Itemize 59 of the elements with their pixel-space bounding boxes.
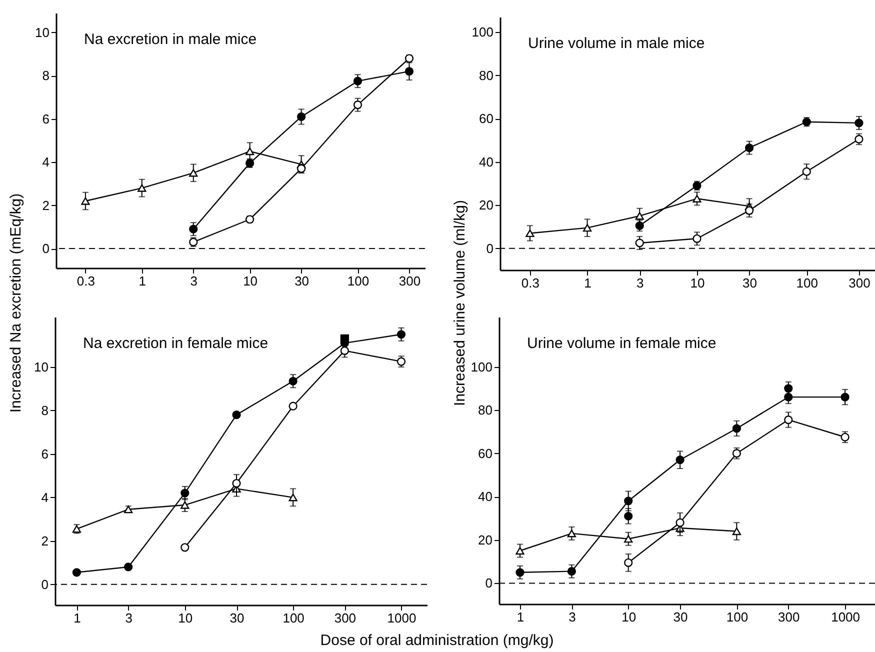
y-tick-label: 10 <box>34 359 48 374</box>
x-tick-label: 10 <box>243 274 258 288</box>
x-tick-label: 100 <box>282 610 304 626</box>
y-tick-label: 0 <box>41 576 48 592</box>
x-tick-label: 1000 <box>387 610 416 626</box>
y-tick-label: 2 <box>41 533 48 548</box>
x-tick-label: 30 <box>673 610 688 624</box>
x-tick-label: 300 <box>848 276 870 290</box>
x-tick-label: 1 <box>138 274 146 288</box>
y-tick-label: 0 <box>42 241 50 256</box>
x-tick-label: 30 <box>742 276 758 290</box>
y-tick-label: 60 <box>479 111 494 126</box>
y-axis-title: Increased Na excretion (mEq/kg) <box>8 193 24 413</box>
y-tick-label: 40 <box>478 489 492 504</box>
text: Na excretion in female mice <box>83 335 268 352</box>
y-tick-label: 80 <box>479 68 494 83</box>
x-tick-label: 100 <box>347 274 370 288</box>
x-tick-label: 3 <box>125 610 132 626</box>
x-tick-label: 3 <box>636 276 644 290</box>
y-tick-label: 8 <box>41 402 48 418</box>
y-tick-label: 100 <box>470 359 492 374</box>
y-tick-label: 2 <box>42 198 50 213</box>
x-tick-label: 1000 <box>831 610 860 624</box>
text: Urine volume in male mice <box>528 35 705 52</box>
x-tick-label: 100 <box>726 610 748 624</box>
x-tick-label: 0.3 <box>76 274 95 288</box>
y-tick-label: 60 <box>478 446 492 461</box>
x-tick-label: 1 <box>74 610 81 626</box>
y-tick-label: 20 <box>478 532 492 548</box>
y-tick-label: 40 <box>479 154 494 170</box>
text: Na excretion in male mice <box>84 31 257 48</box>
y-tick-label: 6 <box>41 446 48 462</box>
y-axis-title: Increased urine volume (ml/kg) <box>452 200 468 406</box>
y-tick-label: 6 <box>42 111 50 126</box>
y-tick-label: 0 <box>485 576 492 591</box>
x-tick-label: 100 <box>796 276 818 290</box>
x-tick-label: 30 <box>294 274 310 288</box>
y-tick-label: 10 <box>35 24 50 40</box>
text: Urine volume in female mice <box>527 335 716 352</box>
y-tick-label: 8 <box>42 68 50 84</box>
x-tick-label: 3 <box>568 610 576 624</box>
x-tick-label: 3 <box>190 274 198 288</box>
x-tick-label: 300 <box>334 610 356 626</box>
x-tick-label: 1 <box>516 610 524 624</box>
y-tick-label: 4 <box>42 154 50 170</box>
y-tick-label: 80 <box>478 402 492 418</box>
x-tick-label: 30 <box>230 610 244 626</box>
x-tick-label: 10 <box>690 276 705 290</box>
x-tick-label: 10 <box>178 610 193 626</box>
x-tick-label: 300 <box>778 610 800 624</box>
y-tick-label: 0 <box>486 240 494 256</box>
y-tick-label: 4 <box>41 490 48 505</box>
x-tick-label: 0.3 <box>521 276 540 290</box>
x-tick-label: 300 <box>398 274 421 288</box>
x-axis-title: Dose of oral administration (mg/kg) <box>320 632 554 649</box>
x-tick-label: 10 <box>622 610 636 624</box>
y-tick-label: 20 <box>479 198 494 213</box>
x-tick-label: 1 <box>584 276 592 290</box>
y-tick-label: 100 <box>472 24 494 40</box>
